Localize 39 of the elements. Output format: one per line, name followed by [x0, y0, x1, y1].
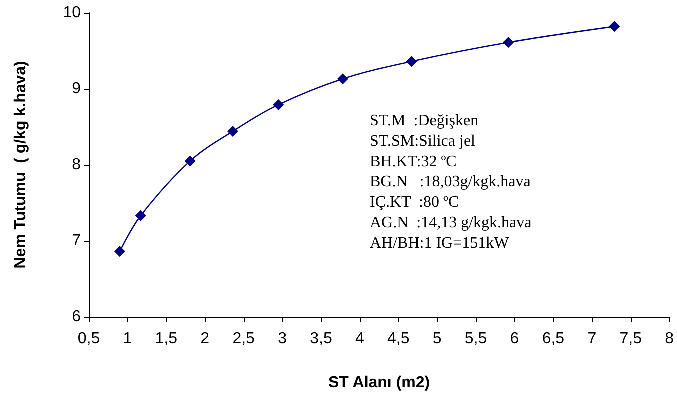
annotation: ST.SM:Silica jel	[370, 132, 476, 150]
point	[114, 246, 126, 258]
x-tick-label: 1	[123, 330, 132, 348]
x-tick-label: 6,5	[542, 330, 565, 348]
x-tick-label: 4	[355, 330, 364, 348]
y-tick-label: 7	[72, 232, 82, 250]
y-axis-title: Nem Tutumu ( g/kg k.hava)	[12, 61, 30, 269]
x-tick-label: 3	[278, 330, 288, 348]
x-tick-label: 8	[665, 330, 674, 348]
annotation: AH/BH:1 IG=151kW	[370, 234, 510, 252]
x-tick-label: 2	[200, 330, 210, 348]
annotation: ST.M :Değişken	[370, 112, 479, 130]
x-tick-label: 3,5	[310, 330, 332, 348]
x-tick-label: 2,5	[232, 330, 256, 348]
x-tick-label: 1,5	[155, 330, 178, 348]
x-tick-label: 5,5	[464, 330, 488, 348]
point	[273, 99, 284, 110]
x-tick-label: 7,5	[620, 330, 642, 348]
x-tick-label: 5	[432, 330, 442, 348]
point	[609, 21, 620, 32]
x-tick-label: 7	[588, 330, 597, 348]
point	[503, 37, 514, 48]
annotation: AG.N :14,13 g/kgk.hava	[370, 214, 532, 232]
x-tick-label: 4,5	[388, 330, 410, 348]
y-tick-label: 8	[72, 156, 82, 174]
point	[184, 156, 196, 167]
x-tick-label: 6	[510, 330, 520, 348]
x-axis-title: ST Alanı (m2)	[328, 374, 430, 392]
y-tick-label: 9	[72, 80, 82, 98]
y-tick-label: 6	[72, 308, 82, 326]
annotation: BH.KT:32 ºC	[370, 153, 457, 170]
point	[337, 74, 348, 85]
annotation: BG.N :18,03g/kgk.hava	[370, 174, 531, 191]
point	[406, 56, 418, 68]
point	[135, 210, 146, 222]
y-tick-label: 10	[63, 4, 82, 22]
x-tick-label: 0,5	[78, 330, 100, 348]
annotation: IÇ.KT :80 ºC	[370, 194, 460, 212]
point	[227, 126, 238, 138]
